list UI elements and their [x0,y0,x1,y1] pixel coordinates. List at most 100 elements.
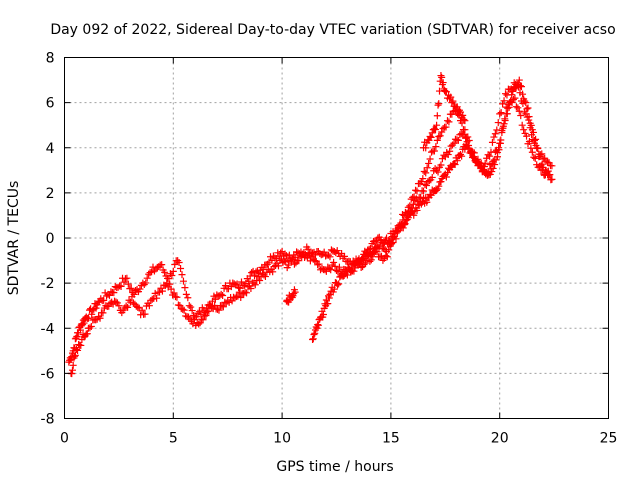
data-point [422,169,430,177]
data-point [166,280,174,288]
data-point [68,366,76,374]
data-point [433,112,441,120]
data-point [335,263,343,271]
data-point [401,220,409,228]
data-point [215,306,223,314]
data-point [123,274,131,282]
data-point [500,97,508,105]
data-point [180,306,188,314]
data-point [73,332,81,340]
x-tick-label: 20 [491,431,509,447]
data-point [446,147,454,155]
data-point [457,151,465,159]
data-point [187,303,195,311]
data-point [488,138,496,146]
data-point [237,294,245,302]
data-point [171,293,179,301]
data-point [498,129,506,137]
data-point [461,117,469,125]
data-point [401,208,409,216]
data-point [444,151,452,159]
data-point [497,136,505,144]
data-point [523,132,531,140]
data-point [313,324,321,332]
data-point [413,206,421,214]
data-point [366,257,374,265]
data-point [404,214,412,222]
data-point [515,107,523,115]
data-point [435,100,443,108]
series-track-3 [309,76,556,344]
data-point [309,335,317,343]
data-point [334,281,342,289]
data-point [219,303,227,311]
data-point [485,169,493,177]
data-point [497,109,505,117]
data-point [433,121,441,129]
data-point [326,253,334,261]
data-point [422,144,430,152]
data-point [79,321,87,329]
data-point [310,331,318,339]
data-point [202,312,210,320]
series-track-5 [420,72,469,152]
data-point [84,314,92,322]
data-point [177,264,185,272]
data-point [325,265,333,273]
data-point [173,293,181,301]
data-point [503,110,511,118]
data-point [435,182,443,190]
data-point [511,94,519,102]
y-tick-label: 2 [46,186,55,202]
data-point [181,284,189,292]
x-tick-label: 10 [273,431,291,447]
data-point [179,305,187,313]
data-point [71,352,79,360]
data-point [532,135,540,143]
data-point [269,268,277,276]
data-point [425,159,433,167]
data-point [545,171,553,179]
data-point [525,113,533,121]
data-point [517,112,525,120]
data-point [184,294,192,302]
data-point [490,156,498,164]
data-point [451,161,459,169]
data-point [546,171,554,179]
data-point [141,310,149,318]
grid [64,57,609,419]
data-point [347,267,355,275]
data-point [430,125,438,133]
data-point [124,280,132,288]
data-point [462,140,470,148]
data-point [474,155,482,163]
data-point [199,316,207,324]
data-point [143,274,151,282]
series-track-1 [65,79,556,366]
data-point [176,301,184,309]
data-point [92,304,100,312]
data-points [65,72,556,378]
data-point [311,329,319,337]
data-point [524,104,532,112]
data-point [290,290,298,298]
data-point [422,181,430,189]
data-point [304,245,312,253]
y-axis-label: SDTVAR / TECUs [6,181,22,296]
data-point [433,186,441,194]
data-point [397,222,405,230]
data-point [520,126,528,134]
y-tick-label: -6 [41,366,55,382]
data-point [315,260,323,268]
data-point [426,132,434,140]
data-point [420,187,428,195]
data-point [433,136,441,144]
data-point [427,191,435,199]
data-point [447,93,455,101]
data-point [127,284,135,292]
data-point [393,228,401,236]
data-point [419,175,427,183]
data-point [314,261,322,269]
data-point [319,311,327,319]
